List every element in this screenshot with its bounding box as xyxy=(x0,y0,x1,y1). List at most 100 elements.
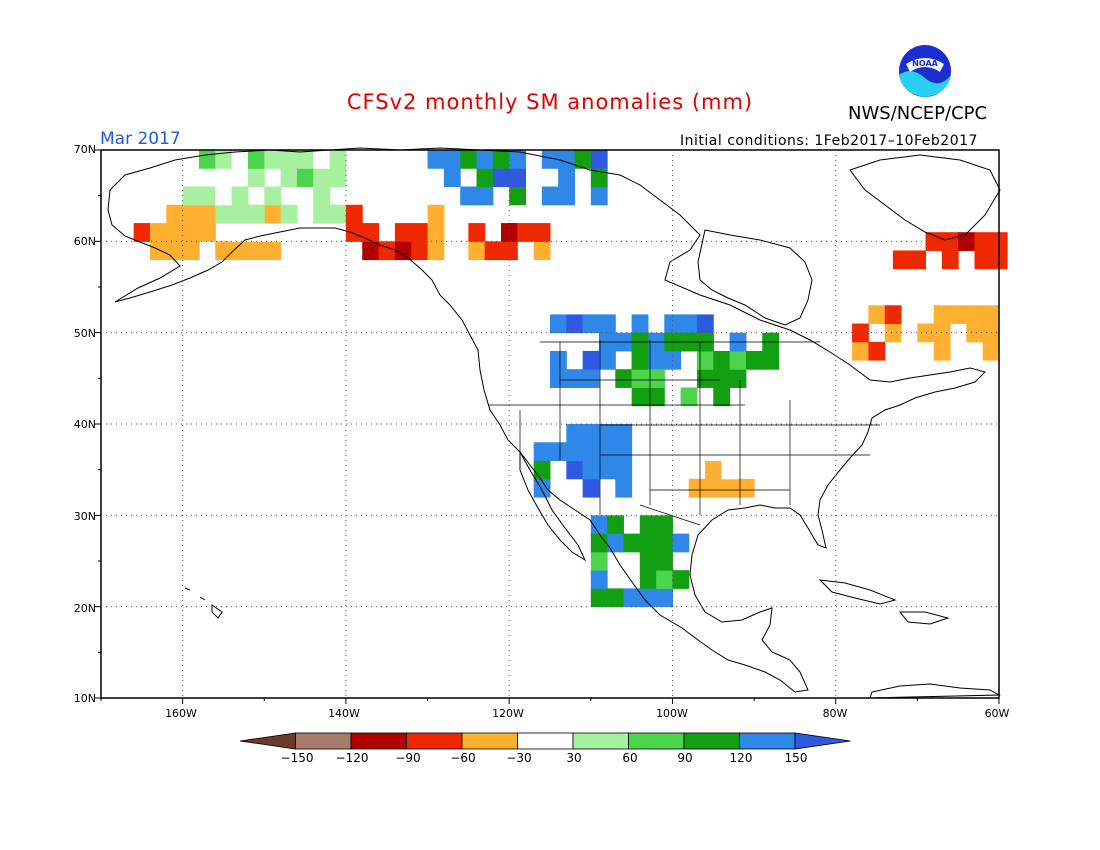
anomaly-cell xyxy=(280,204,298,224)
anomaly-cell xyxy=(476,150,494,169)
anomaly-cell xyxy=(247,223,265,242)
noaa-logo-text: NOAA xyxy=(912,59,938,68)
anomaly-cell xyxy=(296,168,314,188)
anomaly-cell xyxy=(982,341,1000,361)
anomaly-cell xyxy=(149,241,167,261)
anomaly-cell xyxy=(582,424,600,443)
anomaly-cell xyxy=(688,478,706,498)
anomaly-cell xyxy=(247,150,265,169)
anomaly-cell xyxy=(476,168,494,188)
lon-label-80w: 80W xyxy=(822,707,848,720)
anomaly-cell xyxy=(721,460,739,480)
colorbar-segment xyxy=(295,732,352,750)
anomaly-cell xyxy=(656,588,673,608)
anomaly-cell xyxy=(182,223,200,242)
anomaly-cell xyxy=(639,588,657,608)
anomaly-cell xyxy=(590,570,608,589)
colorbar-label-9: 120 xyxy=(729,751,753,765)
colorbar xyxy=(239,732,851,750)
anomaly-cell xyxy=(590,150,608,169)
anomaly-cell xyxy=(345,223,363,242)
chart-title: CFSv2 monthly SM anomalies (mm) xyxy=(346,90,754,114)
anomaly-cell xyxy=(313,168,331,188)
anomaly-cell xyxy=(672,570,690,589)
colorbar-arrow-low xyxy=(239,732,296,750)
anomaly-cell xyxy=(541,186,559,206)
lon-label-140w: 140W xyxy=(328,707,360,720)
anomaly-cells xyxy=(133,150,1008,608)
anomaly-cell xyxy=(198,186,216,206)
anomaly-cell xyxy=(582,350,600,370)
anomaly-cell xyxy=(590,588,608,608)
hispaniola-coastline xyxy=(898,611,950,625)
anomaly-cell xyxy=(443,150,461,169)
anomaly-cell xyxy=(509,150,527,169)
colorbar-label-6: 30 xyxy=(566,751,582,765)
anomaly-cell xyxy=(533,223,551,242)
anomaly-cell xyxy=(762,350,780,370)
anomaly-cell xyxy=(411,223,429,242)
anomaly-cell xyxy=(729,369,747,388)
anomaly-cell xyxy=(411,241,429,261)
anomaly-cell xyxy=(550,350,567,370)
colorbar-label-2: −120 xyxy=(335,751,369,765)
anomaly-cell xyxy=(460,150,478,169)
anomaly-cell xyxy=(558,168,575,188)
anomaly-cell xyxy=(362,241,380,261)
anomaly-cell xyxy=(550,314,567,334)
colorbar-label-4: −60 xyxy=(450,751,476,765)
anomaly-cell xyxy=(672,533,690,553)
anomaly-cell xyxy=(198,204,216,224)
colorbar-label-3: −90 xyxy=(395,751,421,765)
anomaly-cell xyxy=(296,150,314,169)
anomaly-cell xyxy=(582,478,600,498)
anomaly-cell xyxy=(696,314,714,334)
anomaly-cell xyxy=(533,442,551,462)
anomaly-cell xyxy=(231,223,249,242)
lat-label-50n: 50N xyxy=(73,327,96,340)
anomaly-cell xyxy=(460,186,478,206)
anomaly-cell xyxy=(713,350,731,370)
anomaly-cell xyxy=(982,305,1000,325)
anomaly-cell xyxy=(933,341,951,361)
anomaly-cell xyxy=(598,424,616,443)
anomaly-cell xyxy=(566,424,584,443)
anomaly-cell xyxy=(501,223,518,242)
colorbar-segment xyxy=(461,732,518,750)
anomaly-cell xyxy=(656,551,673,571)
anomaly-cell xyxy=(615,478,633,498)
anomaly-cell xyxy=(427,241,445,261)
anomaly-cell xyxy=(566,314,584,334)
anomaly-cell xyxy=(590,551,608,571)
anomaly-cell xyxy=(231,150,249,169)
anomaly-cell xyxy=(966,341,984,361)
lat-label-40n: 40N xyxy=(73,418,96,431)
anomaly-cell xyxy=(713,369,731,388)
anomaly-cell xyxy=(639,551,657,571)
anomaly-cell xyxy=(639,570,657,589)
anomaly-cell xyxy=(313,204,331,224)
valid-month: Mar 2017 xyxy=(100,129,181,149)
anomaly-cell xyxy=(656,533,673,553)
anomaly-cell xyxy=(215,241,233,261)
anomaly-cell xyxy=(713,387,731,407)
anomaly-cell xyxy=(264,150,282,169)
lat-label-70n: 70N xyxy=(73,143,96,156)
anomaly-cell xyxy=(974,250,992,270)
anomaly-cell xyxy=(852,341,869,361)
anomaly-cell xyxy=(884,323,902,343)
anomaly-cell xyxy=(215,150,233,169)
colorbar-label-5: −30 xyxy=(506,751,532,765)
hawaii-coastline xyxy=(184,587,223,619)
anomaly-cell xyxy=(868,305,886,325)
anomaly-cell xyxy=(550,442,567,462)
anomaly-cell xyxy=(631,387,649,407)
anomaly-cell xyxy=(696,350,714,370)
anomaly-cell xyxy=(639,533,657,553)
anomaly-cell xyxy=(933,323,951,343)
colorbar-label-1: −150 xyxy=(280,751,314,765)
anomaly-cell xyxy=(550,369,567,388)
colorbar-label-7: 60 xyxy=(622,751,638,765)
anomaly-cell xyxy=(925,232,943,251)
anomaly-cell xyxy=(427,204,445,224)
